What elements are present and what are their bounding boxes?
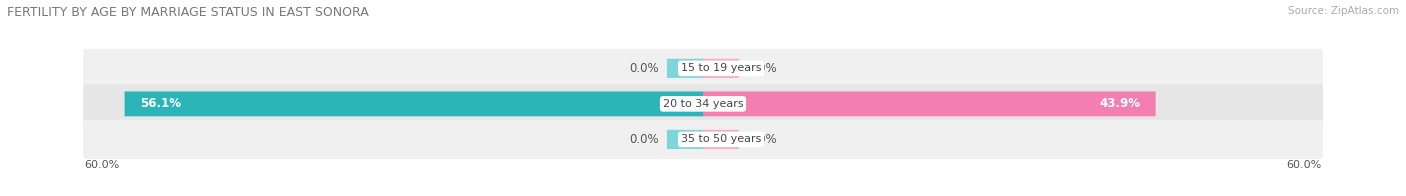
FancyBboxPatch shape (83, 49, 1323, 88)
Text: FERTILITY BY AGE BY MARRIAGE STATUS IN EAST SONORA: FERTILITY BY AGE BY MARRIAGE STATUS IN E… (7, 6, 368, 19)
FancyBboxPatch shape (703, 130, 740, 149)
Text: 43.9%: 43.9% (1099, 97, 1140, 110)
Text: 0.0%: 0.0% (748, 133, 778, 146)
FancyBboxPatch shape (666, 59, 703, 78)
FancyBboxPatch shape (703, 59, 740, 78)
Text: 56.1%: 56.1% (141, 97, 181, 110)
FancyBboxPatch shape (125, 92, 703, 116)
Text: 60.0%: 60.0% (1286, 160, 1322, 170)
Text: 0.0%: 0.0% (628, 133, 658, 146)
Text: 60.0%: 60.0% (84, 160, 120, 170)
Text: Source: ZipAtlas.com: Source: ZipAtlas.com (1288, 6, 1399, 16)
Text: 35 to 50 years: 35 to 50 years (681, 134, 761, 144)
FancyBboxPatch shape (83, 120, 1323, 159)
Text: 20 to 34 years: 20 to 34 years (662, 99, 744, 109)
Text: 0.0%: 0.0% (628, 62, 658, 75)
FancyBboxPatch shape (703, 92, 1156, 116)
FancyBboxPatch shape (666, 130, 703, 149)
FancyBboxPatch shape (83, 84, 1323, 123)
Text: 0.0%: 0.0% (748, 62, 778, 75)
Text: 15 to 19 years: 15 to 19 years (681, 63, 761, 73)
